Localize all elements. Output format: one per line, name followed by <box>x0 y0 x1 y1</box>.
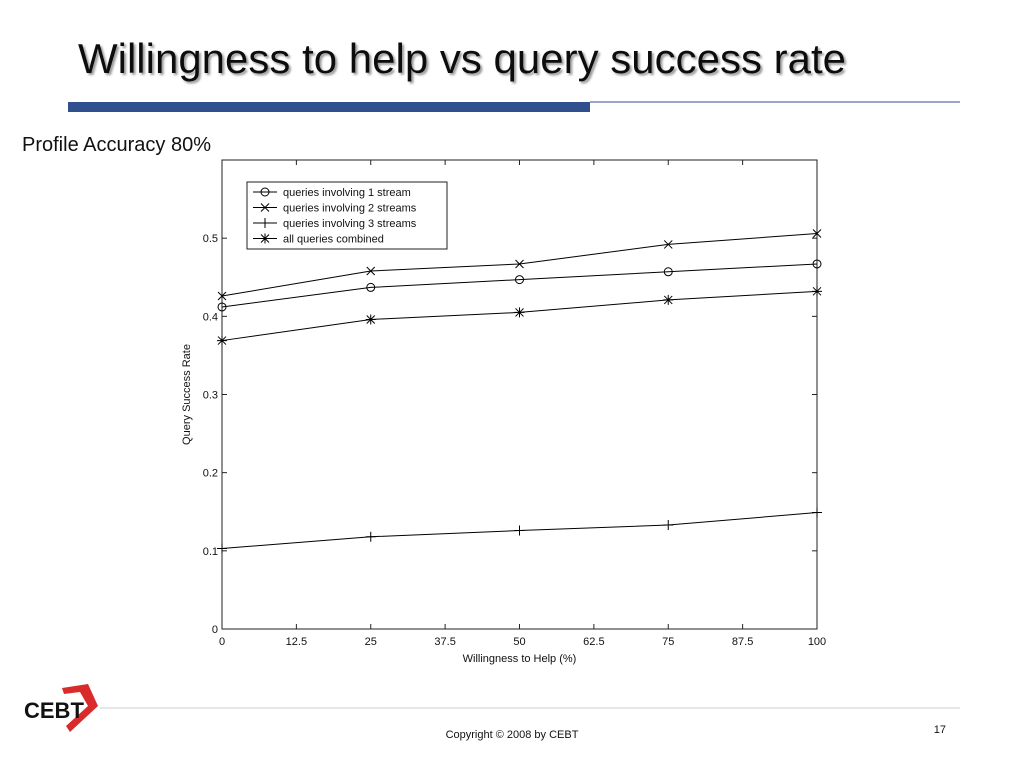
x-tick-label: 25 <box>365 636 377 648</box>
marker <box>515 275 524 285</box>
x-tick-label: 62.5 <box>583 636 604 648</box>
page-number: 17 <box>934 724 946 736</box>
series-line <box>221 263 818 308</box>
legend-label: queries involving 2 streams <box>283 203 417 215</box>
marker <box>366 282 376 292</box>
x-tick-label: 12.5 <box>286 636 307 648</box>
legend-box <box>246 181 448 250</box>
subtitle: Profile Accuracy 80% <box>22 134 211 156</box>
y-axis-label: Query Success Rate <box>181 344 193 445</box>
y-tick-label: 0.1 <box>203 546 218 558</box>
y-tick-label: 0.3 <box>203 390 218 402</box>
marker <box>365 531 376 542</box>
marker <box>217 335 227 346</box>
legend-marker <box>260 187 270 197</box>
legend-marker <box>260 218 270 228</box>
legend-label: queries involving 3 streams <box>283 218 417 230</box>
y-tick-label: 0 <box>212 624 218 636</box>
marker <box>365 314 376 325</box>
x-tick-label: 100 <box>808 636 826 648</box>
x-tick-label: 75 <box>662 636 674 648</box>
marker <box>812 507 822 518</box>
y-tick-label: 0.4 <box>203 311 218 323</box>
logo-mark <box>62 684 98 732</box>
footer: Copyright © 2008 by CEBT <box>446 729 579 741</box>
y-tick-label: 0.5 <box>203 233 218 245</box>
marker <box>663 267 673 277</box>
slide-title: Willingness to help vs query success rat… <box>78 35 846 82</box>
marker <box>217 302 227 312</box>
legend-label: all queries combined <box>283 234 384 246</box>
marker <box>217 543 227 554</box>
x-tick-label: 50 <box>513 636 525 648</box>
legend-label: queries involving 1 stream <box>283 187 411 199</box>
marker <box>515 259 524 269</box>
x-tick-label: 0 <box>219 636 225 648</box>
marker <box>366 266 376 276</box>
x-tick-label: 37.5 <box>434 636 455 648</box>
y-tick-label: 0.2 <box>203 468 218 480</box>
marker <box>217 291 227 301</box>
legend-marker <box>260 233 270 244</box>
logo: CEBT <box>24 698 84 723</box>
marker <box>812 229 822 238</box>
marker <box>663 294 674 305</box>
marker <box>514 525 525 536</box>
marker <box>514 307 525 318</box>
chart: 0 12.5 25 37.5 50 62.5 75 87.5 100 0 0.1 0.2 0.3 0.4 0… <box>181 159 826 665</box>
x-tick-label: 87.5 <box>732 636 753 648</box>
title-bar <box>68 102 590 112</box>
marker <box>812 259 822 269</box>
x-axis-label: Willingness to Help (%) <box>463 653 577 665</box>
legend-marker <box>260 203 270 212</box>
marker <box>812 286 822 297</box>
marker <box>663 520 674 531</box>
marker <box>663 240 673 249</box>
